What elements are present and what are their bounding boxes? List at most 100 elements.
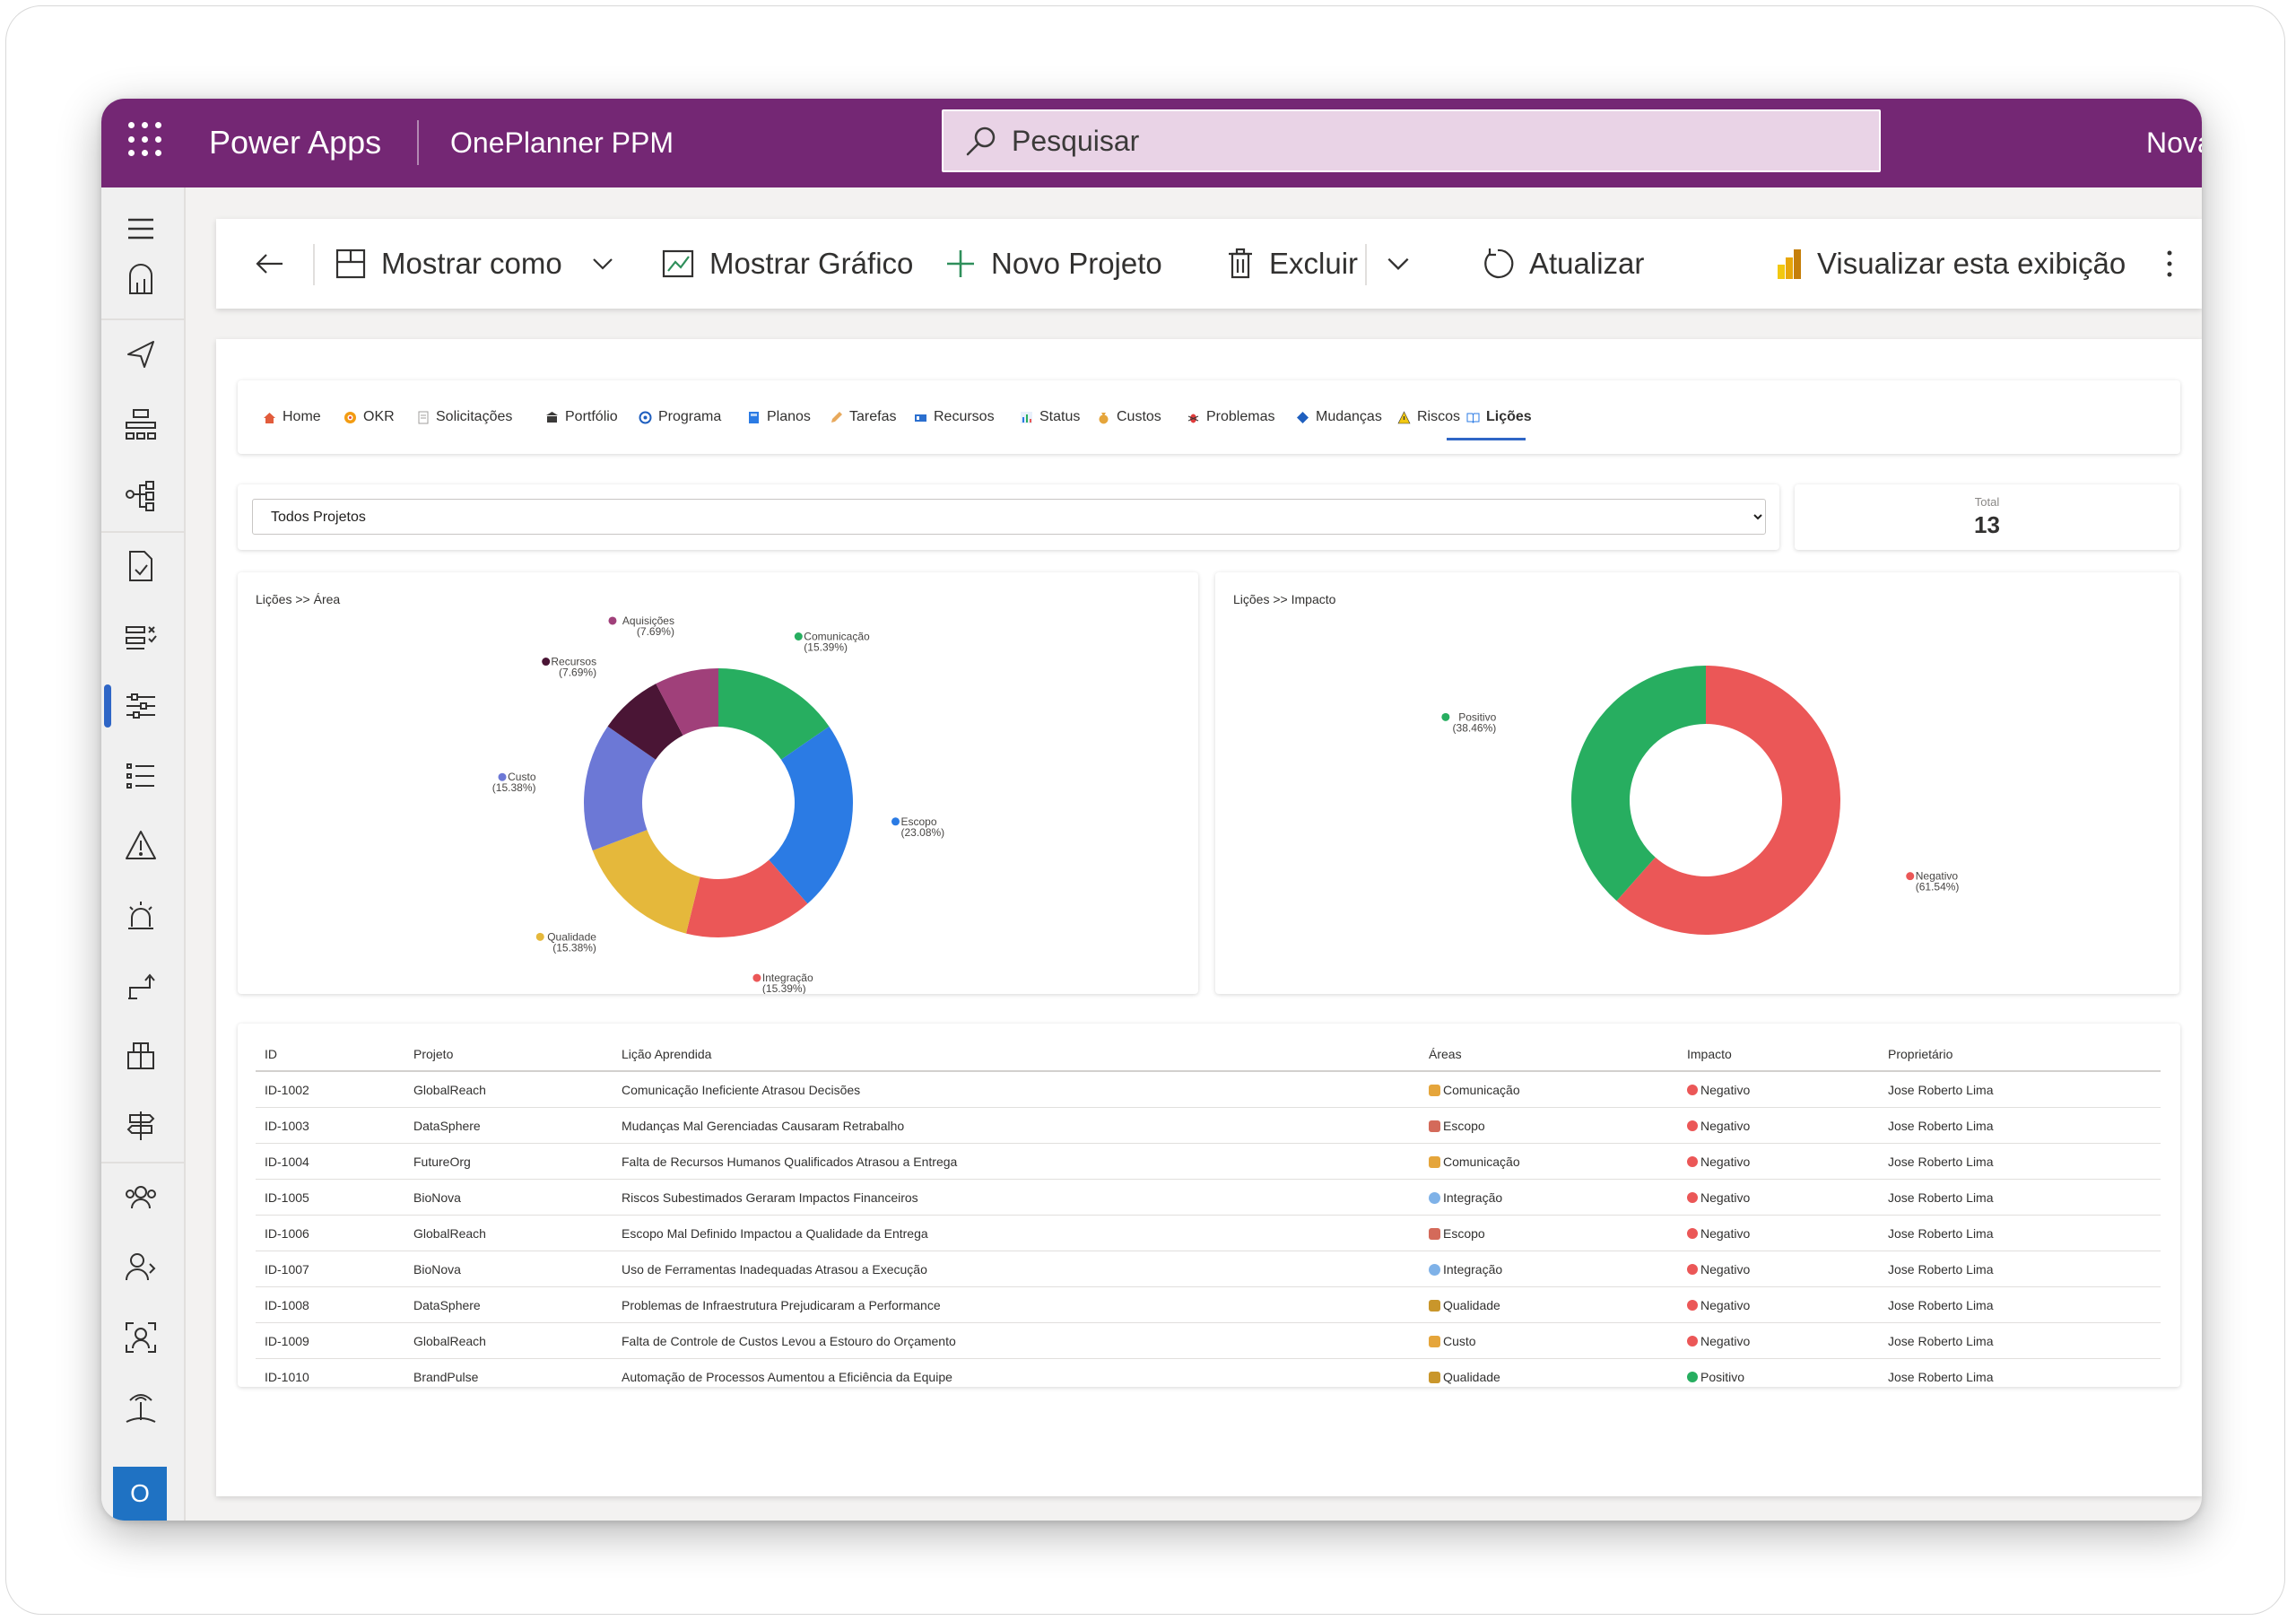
chart-icon	[662, 249, 694, 278]
slice-qualidade[interactable]	[592, 830, 700, 934]
hamburger-menu-icon[interactable]	[116, 204, 166, 254]
sidebar-divider	[101, 531, 184, 533]
cell-area: Escopo	[1420, 1215, 1678, 1251]
tab-planos[interactable]: Planos	[747, 409, 811, 425]
project-filter-select[interactable]: Todos Projetos	[252, 499, 1766, 535]
cell-id: ID-1008	[256, 1286, 404, 1323]
slice-comunicacao[interactable]	[718, 668, 830, 760]
tab-mudancas-label: Mudanças	[1316, 409, 1382, 424]
flow-icon[interactable]	[116, 469, 166, 519]
column-header-lesson[interactable]: Lição Aprendida	[613, 1038, 1420, 1072]
delete-button[interactable]: Excluir	[1226, 219, 1358, 309]
hierarchy-icon[interactable]	[116, 399, 166, 449]
project-filter-card: Todos Projetos	[238, 484, 1779, 550]
column-header-owner[interactable]: Proprietário	[1879, 1038, 2161, 1072]
table-row[interactable]: ID-1005 BioNova Riscos Subestimados Gerara…	[256, 1179, 2161, 1216]
brand-title[interactable]: Power Apps	[209, 124, 382, 161]
slice-escopo[interactable]	[769, 726, 853, 904]
vacation-icon[interactable]	[116, 1382, 166, 1433]
tab-portfolio[interactable]: Portfólio	[545, 409, 618, 425]
avatar[interactable]: O	[113, 1467, 167, 1521]
tab-recursos[interactable]: Recursos	[914, 409, 995, 425]
slice-positivo[interactable]	[1571, 666, 1706, 902]
warning-icon[interactable]	[116, 821, 166, 871]
slice-custo[interactable]	[584, 726, 657, 851]
slice-integracao[interactable]	[685, 859, 808, 937]
new-project-button[interactable]: Novo Projeto	[944, 219, 1162, 309]
tab-problemas[interactable]: Problemas	[1187, 409, 1274, 425]
lessons-list-icon[interactable]	[116, 681, 166, 731]
tab-okr[interactable]: OKR	[344, 409, 395, 425]
gift-box-icon[interactable]	[116, 1031, 166, 1081]
slice-negativo[interactable]	[1616, 666, 1840, 935]
search-box[interactable]	[942, 109, 1881, 172]
task-list-icon[interactable]	[116, 611, 166, 661]
column-header-id[interactable]: ID	[256, 1038, 404, 1072]
impact-label: Negativo	[1700, 1261, 1751, 1277]
table-row[interactable]: ID-1002 GlobalReach Comunicação Ineficient…	[256, 1071, 2161, 1108]
exchange-icon[interactable]	[116, 961, 166, 1011]
tab-home-label: Home	[283, 409, 321, 424]
delete-label: Excluir	[1269, 247, 1359, 280]
table-row[interactable]: ID-1007 BioNova Uso de Ferramentas Inadequ…	[256, 1251, 2161, 1287]
tab-status[interactable]: Status	[1020, 409, 1080, 425]
slice-aquisicoes[interactable]	[656, 668, 718, 736]
show-chart-button[interactable]: Mostrar Gráfico	[661, 219, 913, 309]
new-project-label: Novo Projeto	[991, 247, 1162, 280]
tab-licoes[interactable]: Lições	[1466, 409, 1532, 425]
search-icon	[966, 126, 996, 156]
legend-marker	[498, 772, 507, 781]
user-focus-icon[interactable]	[116, 1312, 166, 1363]
active-tab-underline	[1447, 438, 1526, 440]
alarm-icon[interactable]	[116, 891, 166, 941]
table-row[interactable]: ID-1004 FutureOrg Falta de Recursos Humano…	[256, 1143, 2161, 1180]
column-header-impact[interactable]: Impacto	[1678, 1038, 1879, 1072]
column-header-project[interactable]: Projeto	[404, 1038, 613, 1072]
tab-riscos[interactable]: Riscos	[1397, 409, 1460, 425]
cell-id: ID-1004	[256, 1143, 404, 1180]
cell-id: ID-1010	[256, 1358, 404, 1387]
table-row[interactable]: ID-1003 DataSphere Mudanças Mal Gerenciada…	[256, 1107, 2161, 1144]
search-input[interactable]	[1012, 111, 1819, 170]
slice-recursos[interactable]	[607, 684, 683, 760]
app-name[interactable]: OnePlanner PPM	[450, 126, 674, 159]
user-arrow-icon[interactable]	[116, 1242, 166, 1293]
document-check-icon[interactable]	[116, 541, 166, 591]
tab-solicitacoes[interactable]: Solicitações	[416, 409, 512, 425]
slice-percent-label: (15.38%)	[492, 781, 536, 794]
cell-area: Custo	[1420, 1322, 1678, 1359]
refresh-button[interactable]: Atualizar	[1481, 219, 1644, 309]
legend-marker	[542, 658, 551, 667]
column-header-areas[interactable]: Áreas	[1420, 1038, 1678, 1072]
table-row[interactable]: ID-1010 BrandPulse Automação de Processos …	[256, 1358, 2161, 1387]
new-menu-link[interactable]: Nova	[2146, 126, 2202, 159]
team-icon[interactable]	[116, 1172, 166, 1223]
signpost-icon[interactable]	[116, 1101, 166, 1151]
target-icon	[344, 411, 356, 423]
cell-owner: Jose Roberto Lima	[1879, 1286, 2161, 1323]
app-launcher-icon[interactable]	[128, 122, 164, 158]
tab-tarefas[interactable]: Tarefas	[830, 409, 896, 425]
send-icon[interactable]	[116, 329, 166, 379]
back-button[interactable]	[254, 219, 286, 309]
show-as-button[interactable]: Mostrar como	[335, 219, 616, 309]
more-options-button[interactable]	[2163, 219, 2176, 309]
bullet-list-icon[interactable]	[116, 751, 166, 801]
tab-programa[interactable]: Programa	[639, 409, 721, 425]
tab-mudancas[interactable]: Mudanças	[1296, 409, 1382, 425]
table-row[interactable]: ID-1008 DataSphere Problemas de Infraestru…	[256, 1286, 2161, 1323]
chevron-down-icon	[592, 258, 613, 270]
visualize-view-button[interactable]: Visualizar esta exibição	[1776, 219, 2126, 309]
tab-solicitacoes-label: Solicitações	[436, 409, 513, 424]
tab-home[interactable]: Home	[263, 409, 321, 425]
cell-area: Escopo	[1420, 1107, 1678, 1144]
tab-custos[interactable]: Custos	[1097, 409, 1161, 425]
legend-marker	[535, 932, 544, 941]
pencil-icon	[831, 411, 842, 423]
open-book-icon	[1466, 413, 1480, 423]
dashboard-icon[interactable]	[116, 257, 166, 308]
table-row[interactable]: ID-1009 GlobalReach Falta de Controle de C…	[256, 1322, 2161, 1359]
table-row[interactable]: ID-1006 GlobalReach Escopo Mal Definido Im…	[256, 1215, 2161, 1251]
more-commands-dropdown[interactable]	[1384, 219, 1413, 309]
id-card-icon	[915, 414, 926, 422]
